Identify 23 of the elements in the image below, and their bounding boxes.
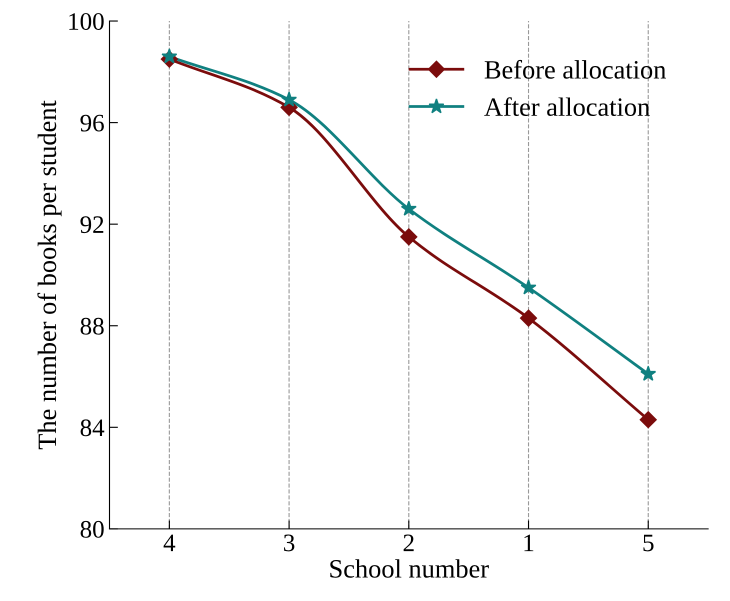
point (400, 200, 417, 216)
x-tick-label: 1 (524, 534, 534, 552)
y-tick-label: 92 (80, 216, 104, 234)
legend-label: After allocation (484, 97, 650, 116)
legend-label: Before allocation (484, 60, 666, 79)
point (400, 228, 418, 246)
point (640, 366, 656, 381)
point (281, 91, 298, 107)
point (520, 310, 538, 327)
y-tick-label: 88 (80, 318, 104, 335)
x-tick-label: 3 (284, 534, 294, 552)
x-axis-title: School number (330, 559, 489, 578)
x-tick-label: 4 (164, 534, 176, 552)
y-tick-label: 80 (80, 520, 104, 538)
point (161, 48, 178, 64)
point (520, 279, 536, 295)
x-tick-label: 2 (404, 534, 414, 552)
x-tick-label: 5 (643, 534, 654, 552)
y-tick-label: 84 (80, 419, 104, 436)
y-tick-label: 100 (69, 13, 104, 30)
y-tick-label: 96 (80, 114, 104, 132)
point (640, 411, 657, 428)
y-axis-title: The number of books per student (37, 100, 62, 450)
